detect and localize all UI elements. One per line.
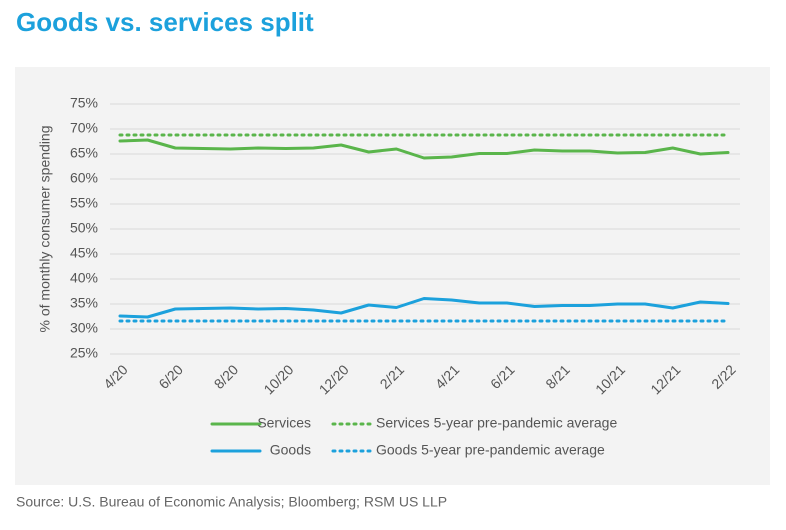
legend-label: Services 5-year pre-pandemic average	[376, 415, 617, 431]
source-note: Source: U.S. Bureau of Economic Analysis…	[16, 494, 447, 510]
y-tick-label: 50%	[70, 220, 98, 236]
chart-title: Goods vs. services split	[16, 7, 314, 37]
y-tick-label: 25%	[70, 345, 98, 361]
y-tick-label: 45%	[70, 245, 98, 261]
y-axis-label: % of monthly consumer spending	[37, 126, 53, 333]
y-tick-label: 30%	[70, 320, 98, 336]
series-line	[118, 138, 730, 160]
y-tick-label: 70%	[70, 120, 98, 136]
y-tick-label: 60%	[70, 170, 98, 186]
legend-label: Goods 5-year pre-pandemic average	[376, 442, 605, 458]
y-tick-label: 55%	[70, 195, 98, 211]
y-tick-label: 35%	[70, 295, 98, 311]
y-tick-label: 40%	[70, 270, 98, 286]
chart-panel	[15, 67, 770, 485]
series-line	[118, 297, 730, 319]
legend-label: Services	[257, 415, 311, 431]
y-tick-label: 75%	[70, 95, 98, 111]
legend-label: Goods	[270, 442, 311, 458]
y-tick-label: 65%	[70, 145, 98, 161]
